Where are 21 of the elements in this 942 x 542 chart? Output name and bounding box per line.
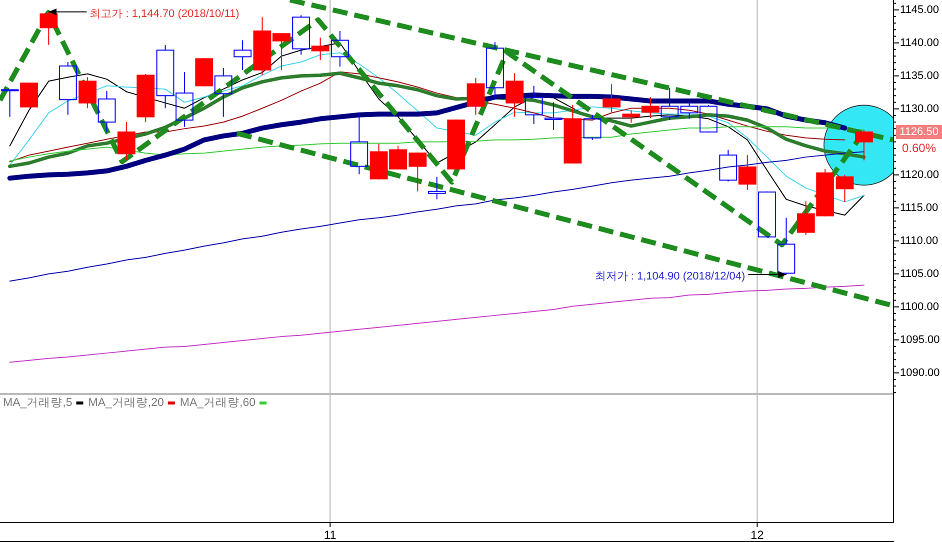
y-tick-label: 1135.00 bbox=[900, 70, 939, 82]
legend-label: MA_거래량,60 bbox=[180, 397, 256, 409]
y-tick-label: 1145.00 bbox=[900, 4, 939, 16]
y-tick-label: 1105.00 bbox=[900, 268, 939, 280]
y-tick-label: 1090.00 bbox=[900, 366, 940, 379]
annotation: 최저가 : 1,104.90 (2018/12/04) bbox=[594, 270, 787, 283]
y-tick-label: 1140.00 bbox=[900, 36, 939, 49]
x-tick-label: 12 bbox=[750, 528, 764, 542]
y-tick-label: 1100.00 bbox=[900, 300, 939, 313]
y-tick-label: 1095.00 bbox=[900, 334, 940, 346]
y-tick-label: 1130.00 bbox=[900, 102, 939, 115]
annotation: 최고가 : 1,144.70 (2018/10/11) bbox=[48, 8, 240, 20]
x-tick-label: 11 bbox=[324, 528, 337, 542]
y-tick-label: 1115.00 bbox=[900, 202, 938, 214]
legend-label: MA_거래량,5 bbox=[3, 397, 72, 409]
annotation: 최고가 : 1,144.70 (2018/10/11) bbox=[90, 8, 240, 20]
text: 0.60% bbox=[902, 140, 936, 155]
legend-label: MA_거래량,20 bbox=[88, 397, 164, 409]
annotation: 최저가 : 1,104.90 (2018/12/04) bbox=[594, 270, 746, 283]
y-tick-label: 1110.00 bbox=[900, 234, 938, 247]
y-tick-label: 1120.00 bbox=[900, 168, 939, 181]
